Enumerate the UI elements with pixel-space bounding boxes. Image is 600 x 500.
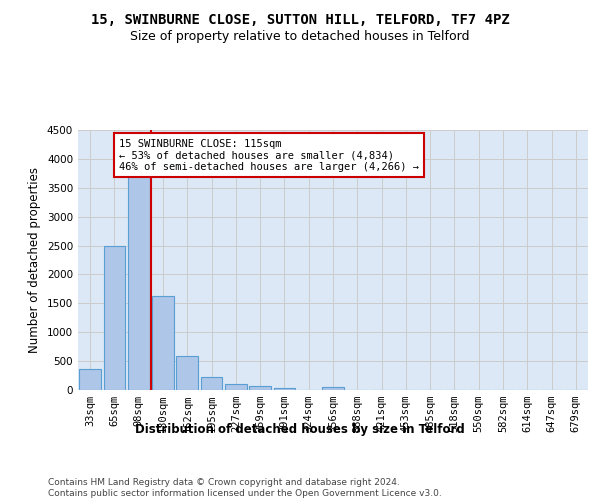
- Bar: [274, 388, 295, 390]
- Bar: [104, 246, 125, 390]
- Text: 15 SWINBURNE CLOSE: 115sqm
← 53% of detached houses are smaller (4,834)
46% of s: 15 SWINBURNE CLOSE: 115sqm ← 53% of deta…: [119, 138, 419, 172]
- Text: 15, SWINBURNE CLOSE, SUTTON HILL, TELFORD, TF7 4PZ: 15, SWINBURNE CLOSE, SUTTON HILL, TELFOR…: [91, 12, 509, 26]
- Bar: [322, 386, 344, 390]
- Text: Contains HM Land Registry data © Crown copyright and database right 2024.
Contai: Contains HM Land Registry data © Crown c…: [48, 478, 442, 498]
- Text: Distribution of detached houses by size in Telford: Distribution of detached houses by size …: [135, 422, 465, 436]
- Bar: [200, 376, 223, 390]
- Y-axis label: Number of detached properties: Number of detached properties: [28, 167, 41, 353]
- Bar: [249, 386, 271, 390]
- Bar: [128, 175, 149, 390]
- Bar: [79, 368, 101, 390]
- Bar: [152, 296, 174, 390]
- Bar: [225, 384, 247, 390]
- Bar: [176, 356, 198, 390]
- Text: Size of property relative to detached houses in Telford: Size of property relative to detached ho…: [130, 30, 470, 43]
